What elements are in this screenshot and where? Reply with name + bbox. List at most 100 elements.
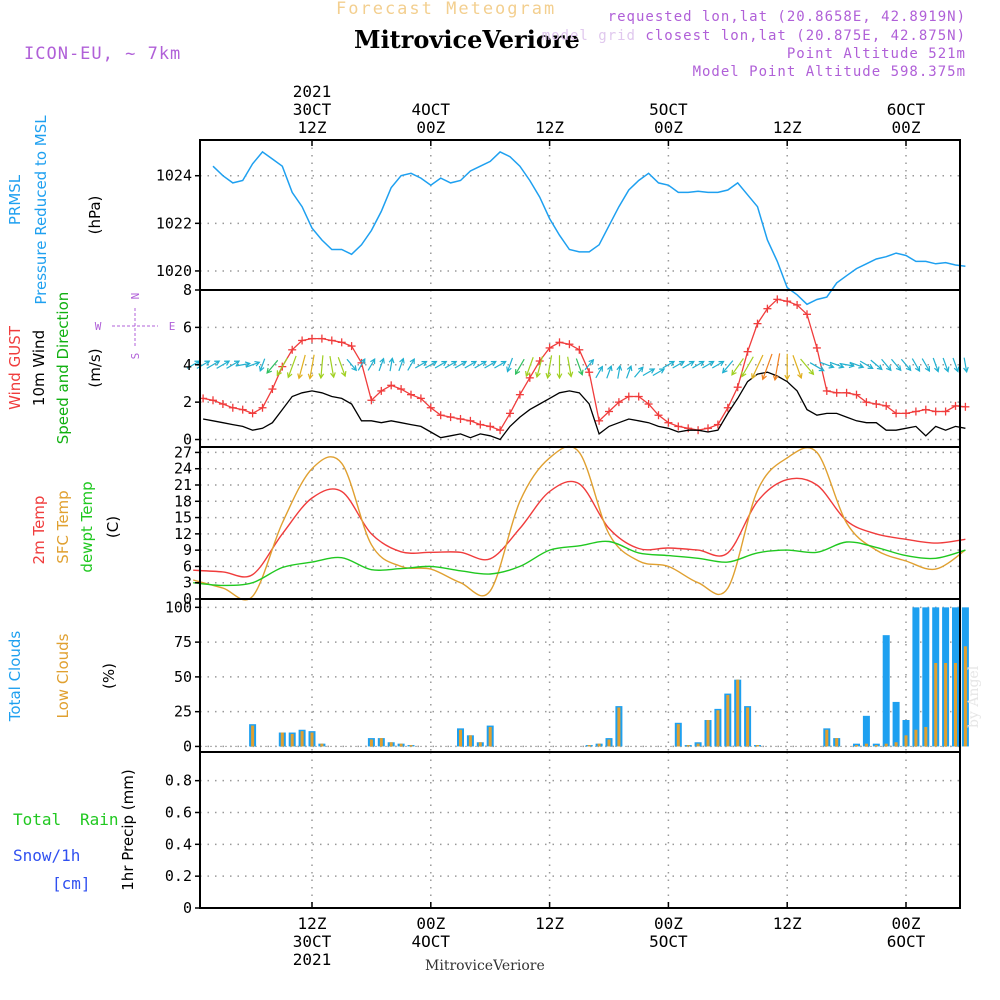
- wind-gust-marker: [387, 381, 396, 390]
- wind-direction-arrow: [642, 368, 656, 377]
- wind-direction-arrow: [567, 356, 574, 378]
- model-label: ICON-EU, ~ 7km: [24, 44, 182, 64]
- y-tick-label: 8: [183, 281, 192, 299]
- top-time-label: 00Z: [416, 118, 445, 137]
- wind-direction-arrow: [545, 355, 553, 380]
- wind-gust-marker: [921, 405, 930, 414]
- grid-lines: [200, 140, 960, 909]
- wind-gust-marker: [545, 343, 554, 352]
- wind-direction-arrow: [702, 360, 715, 369]
- wind-gust-marker: [228, 403, 237, 412]
- wind-direction-arrow: [711, 360, 725, 369]
- top-time-label: 12Z: [535, 118, 564, 137]
- wind-direction-arrow: [829, 361, 845, 369]
- wind-direction-arrow: [276, 357, 288, 377]
- wind-gust-marker: [704, 424, 712, 433]
- low-clouds-bar: [399, 743, 403, 747]
- sfc-temp-line: [193, 445, 966, 601]
- wind-direction-arrow: [932, 357, 940, 373]
- wind-direction-arrow: [245, 360, 261, 368]
- wind-gust-marker: [575, 345, 584, 354]
- wind-direction-arrow: [464, 360, 478, 369]
- wind-direction-arrow: [891, 358, 902, 372]
- wind-direction-arrow: [216, 360, 231, 369]
- wind-gust-marker: [238, 405, 247, 414]
- wind-direction-arrow: [731, 358, 744, 376]
- low-clouds-bar: [488, 726, 492, 747]
- wind-gust-marker: [525, 373, 534, 382]
- top-time-label: 00Z: [654, 118, 683, 137]
- wind-gust-marker: [654, 411, 663, 420]
- low-clouds-bar: [924, 726, 928, 747]
- series-layer: [186, 150, 970, 909]
- y-tick-label: 1020: [156, 262, 192, 280]
- low-clouds-bar: [389, 742, 393, 747]
- top-time-label: 6OCT: [887, 100, 926, 119]
- total-clouds-bar: [853, 743, 860, 747]
- wind-gust-marker: [822, 386, 831, 395]
- total-clouds-bar: [882, 635, 890, 747]
- wind-direction-arrow: [870, 359, 883, 371]
- y-tick-label: 0.4: [165, 835, 192, 853]
- wind-direction-arrow: [378, 357, 385, 372]
- bottom-location-label: MitroviceVeriore: [425, 958, 545, 974]
- wind-speed-direction-label: Speed and Direction: [54, 292, 72, 445]
- compass-south: S: [129, 353, 142, 360]
- y-tick-label: 0.8: [165, 772, 192, 790]
- wind-direction-arrow: [297, 354, 306, 380]
- wind-gust-marker: [298, 336, 307, 345]
- location-title: MitroviceVeriore: [354, 25, 580, 54]
- wind-direction-arrow: [514, 358, 525, 376]
- top-time-label: 2021: [293, 82, 332, 101]
- top-time-label: 12Z: [298, 118, 327, 137]
- wind-gust-marker: [446, 413, 455, 422]
- wind-direction-arrow: [346, 358, 358, 372]
- bottom-time-label: 2021: [293, 950, 332, 969]
- bottom-time-label: 5OCT: [649, 932, 688, 951]
- low-clouds-bar: [676, 724, 680, 747]
- wind-gust-marker: [486, 422, 495, 431]
- y-tick-label: 0.6: [165, 803, 192, 821]
- wind-gust-marker: [397, 385, 406, 394]
- total-clouds-bar: [902, 720, 910, 747]
- wind-gust-marker: [288, 345, 297, 354]
- wind-gust-marker: [327, 336, 336, 345]
- wind-gust-marker: [644, 400, 653, 409]
- wind-direction-arrow: [388, 357, 395, 372]
- total-rain-label-total: Total: [13, 810, 61, 829]
- wind-gust-marker: [753, 319, 762, 328]
- low-clouds-bar: [934, 662, 938, 747]
- panel-frames: [195, 139, 961, 909]
- pressure-unit-label: (hPa): [86, 196, 104, 235]
- wind-direction-arrow: [329, 355, 336, 379]
- low-clouds-bar: [954, 662, 957, 747]
- wind-direction-arrow: [662, 360, 676, 369]
- wind-direction-arrow: [494, 360, 507, 369]
- low-clouds-bar: [874, 745, 878, 747]
- y-tick-label: 75: [174, 633, 192, 651]
- snow-unit-label: [cm]: [52, 874, 91, 893]
- wind-gust-marker: [763, 304, 772, 313]
- wind-direction-arrow: [286, 355, 297, 379]
- wind-gust-marker: [664, 418, 673, 427]
- wind-gust-marker: [723, 403, 732, 412]
- wind-gust-marker: [951, 401, 960, 410]
- wind-direction-arrow: [911, 358, 921, 373]
- y-tick-label: 6: [183, 318, 192, 336]
- wind-gust-marker: [377, 386, 386, 395]
- wind-gust-marker: [496, 426, 505, 435]
- low-clouds-bar: [379, 738, 383, 747]
- wind-gust-marker: [684, 424, 693, 433]
- wind-direction-arrow: [606, 364, 613, 379]
- bottom-time-label: 30CT: [293, 932, 332, 951]
- wind-gust-marker: [605, 407, 613, 416]
- wind-gust-marker: [555, 338, 564, 347]
- wind-gust-label: Wind GUST: [6, 325, 24, 410]
- wind-gust-marker: [911, 407, 920, 416]
- wind-gust-marker: [317, 334, 326, 343]
- y-tick-label: 50: [174, 668, 192, 686]
- wind-gust-marker: [803, 310, 811, 319]
- wind-direction-arrow: [772, 353, 781, 382]
- clouds-unit-label: (%): [100, 663, 118, 689]
- wind-direction-arrow: [839, 362, 855, 369]
